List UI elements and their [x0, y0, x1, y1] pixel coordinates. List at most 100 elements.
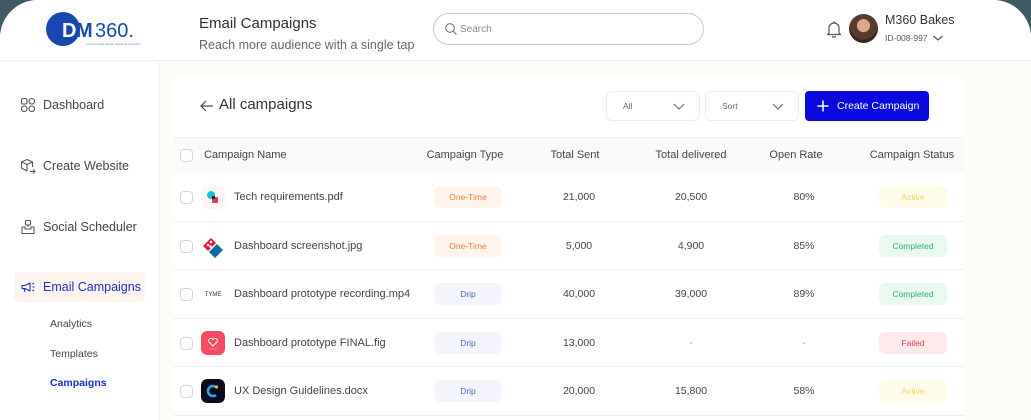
- logo-360: 360.: [95, 20, 134, 42]
- open-rate: 80%: [793, 191, 815, 203]
- column-header-campaign-type[interactable]: Campaign Type: [426, 149, 504, 161]
- c-logo-icon: [201, 379, 225, 403]
- open-rate: 89%: [793, 288, 815, 300]
- row-checkbox[interactable]: [180, 288, 193, 301]
- user-id: ID-008-997: [885, 33, 928, 43]
- campaign-name[interactable]: Dashboard prototype FINAL.fig: [234, 336, 386, 349]
- column-header-total-delivered[interactable]: Total delivered: [655, 149, 727, 161]
- logo-circle: [46, 12, 80, 46]
- total-delivered: 39,000: [674, 288, 708, 300]
- campaign-type-badge: One-Time: [434, 234, 502, 257]
- sidebar-subitem-analytics[interactable]: Analytics: [50, 318, 93, 330]
- sidebar-item-dashboard[interactable]: Dashboard: [14, 90, 145, 120]
- status-badge: Active: [879, 380, 947, 402]
- open-rate: 58%: [793, 385, 815, 397]
- top-bar: D M 360. your full-stack digital marketi…: [0, 0, 1031, 61]
- dm360-logo[interactable]: D M 360. your full-stack digital marketi…: [46, 12, 156, 48]
- sidebar-item-create-website[interactable]: Create Website: [14, 151, 145, 181]
- create-campaign-button[interactable]: Create Campaign: [805, 91, 929, 121]
- dominos-logo-icon: [203, 237, 223, 258]
- sort-dropdown[interactable]: Sort: [705, 91, 799, 121]
- row-checkbox[interactable]: [180, 239, 193, 253]
- page-title: Email Campaigns: [199, 15, 317, 32]
- campaign-name[interactable]: Dashboard screenshot.jpg: [234, 239, 363, 252]
- filter-dropdown[interactable]: All: [606, 91, 700, 121]
- table-row[interactable]: Dashboard prototype FINAL.fig Drip 13,00…: [174, 318, 964, 367]
- select-all-checkbox[interactable]: [180, 149, 193, 162]
- status-badge: Failed: [879, 331, 947, 354]
- total-sent: 20,000: [562, 385, 596, 397]
- table-header: Campaign Name Campaign Type Total Sent T…: [174, 137, 964, 173]
- column-header-open-rate[interactable]: Open Rate: [769, 149, 823, 161]
- search-icon: [445, 23, 457, 35]
- sidebar-subitem-templates[interactable]: Templates: [50, 348, 98, 360]
- sidebar-item-social-scheduler[interactable]: Social Scheduler: [14, 212, 145, 242]
- total-delivered: 20,500: [674, 191, 708, 203]
- colorful-dots-icon: [201, 185, 225, 209]
- tyme-logo-icon: TYME: [201, 282, 225, 306]
- chevron-down-icon[interactable]: [932, 33, 944, 43]
- logo-letter-d: D: [62, 20, 76, 42]
- bell-icon[interactable]: [826, 19, 842, 39]
- open-rate: -: [802, 336, 806, 349]
- campaigns-table: Campaign Name Campaign Type Total Sent T…: [174, 137, 964, 416]
- total-sent: 40,000: [562, 288, 596, 300]
- total-sent: 13,000: [562, 336, 596, 349]
- total-delivered: 4,900: [677, 239, 705, 252]
- page-subtitle: Reach more audience with a single tap: [199, 38, 415, 52]
- row-checkbox[interactable]: [180, 385, 193, 398]
- logo-tagline: your full-stack digital marketing compan…: [86, 42, 141, 46]
- total-sent: 5,000: [565, 239, 593, 252]
- campaign-name[interactable]: Tech requirements.pdf: [234, 191, 343, 203]
- campaign-type-badge: Drip: [434, 331, 502, 354]
- sidebar: Dashboard Create Website Social Schedule…: [0, 62, 160, 420]
- campaigns-card: All campaigns All Sort Create Campaign C…: [174, 77, 964, 420]
- cube-arrow-icon: [20, 158, 36, 174]
- campaign-type-badge: Drip: [434, 283, 502, 305]
- sort-value: Sort: [722, 101, 738, 111]
- total-delivered: 15,800: [674, 385, 708, 397]
- sidebar-subitem-campaigns[interactable]: Campaigns: [50, 377, 107, 389]
- column-header-total-sent[interactable]: Total Sent: [550, 149, 600, 161]
- sidebar-item-email-campaigns[interactable]: Email Campaigns: [14, 272, 145, 302]
- megaphone-icon: [21, 282, 35, 293]
- total-delivered: -: [689, 336, 693, 349]
- back-arrow-icon[interactable]: [199, 98, 215, 114]
- table-row[interactable]: TYME Dashboard prototype recording.mp4 D…: [174, 270, 964, 319]
- grid-icon: [20, 97, 36, 113]
- section-title: All campaigns: [219, 96, 313, 113]
- sidebar-item-label: Email Campaigns: [43, 280, 141, 294]
- heart-logo-icon: [201, 330, 225, 355]
- svg-text:TYME: TYME: [205, 292, 222, 298]
- status-badge: Completed: [879, 234, 947, 257]
- plus-icon: [817, 100, 829, 112]
- create-campaign-label: Create Campaign: [837, 100, 920, 112]
- sidebar-item-label: Dashboard: [43, 98, 105, 112]
- search-input[interactable]: [460, 20, 690, 38]
- open-rate: 85%: [793, 239, 815, 252]
- logo-letter-m: M: [76, 20, 93, 42]
- row-checkbox[interactable]: [180, 191, 193, 204]
- user-avatar[interactable]: [849, 14, 878, 43]
- table-row[interactable]: Dashboard screenshot.jpg One-Time 5,000 …: [174, 221, 964, 270]
- column-header-campaign-name[interactable]: Campaign Name: [204, 149, 287, 161]
- row-checkbox[interactable]: [180, 336, 193, 350]
- campaign-type-badge: Drip: [434, 380, 502, 402]
- table-row[interactable]: Tech requirements.pdf One-Time 21,000 20…: [174, 173, 964, 222]
- status-badge: Active: [879, 186, 947, 208]
- table-row[interactable]: UX Design Guidelines.docx Drip 20,000 15…: [174, 367, 964, 416]
- sidebar-item-label: Social Scheduler: [43, 220, 137, 234]
- column-header-campaign-status[interactable]: Campaign Status: [869, 149, 955, 161]
- filter-value: All: [623, 101, 633, 111]
- main-content: All campaigns All Sort Create Campaign C…: [161, 62, 1031, 420]
- chevron-down-icon: [772, 103, 784, 110]
- total-sent: 21,000: [562, 191, 596, 203]
- campaign-type-badge: One-Time: [434, 186, 502, 208]
- chevron-down-icon: [673, 103, 685, 110]
- campaign-name[interactable]: Dashboard prototype recording.mp4: [234, 288, 411, 300]
- campaign-name[interactable]: UX Design Guidelines.docx: [234, 385, 368, 397]
- calendar-user-icon: [21, 219, 35, 235]
- search-box[interactable]: [433, 13, 704, 45]
- sidebar-item-label: Create Website: [43, 159, 129, 173]
